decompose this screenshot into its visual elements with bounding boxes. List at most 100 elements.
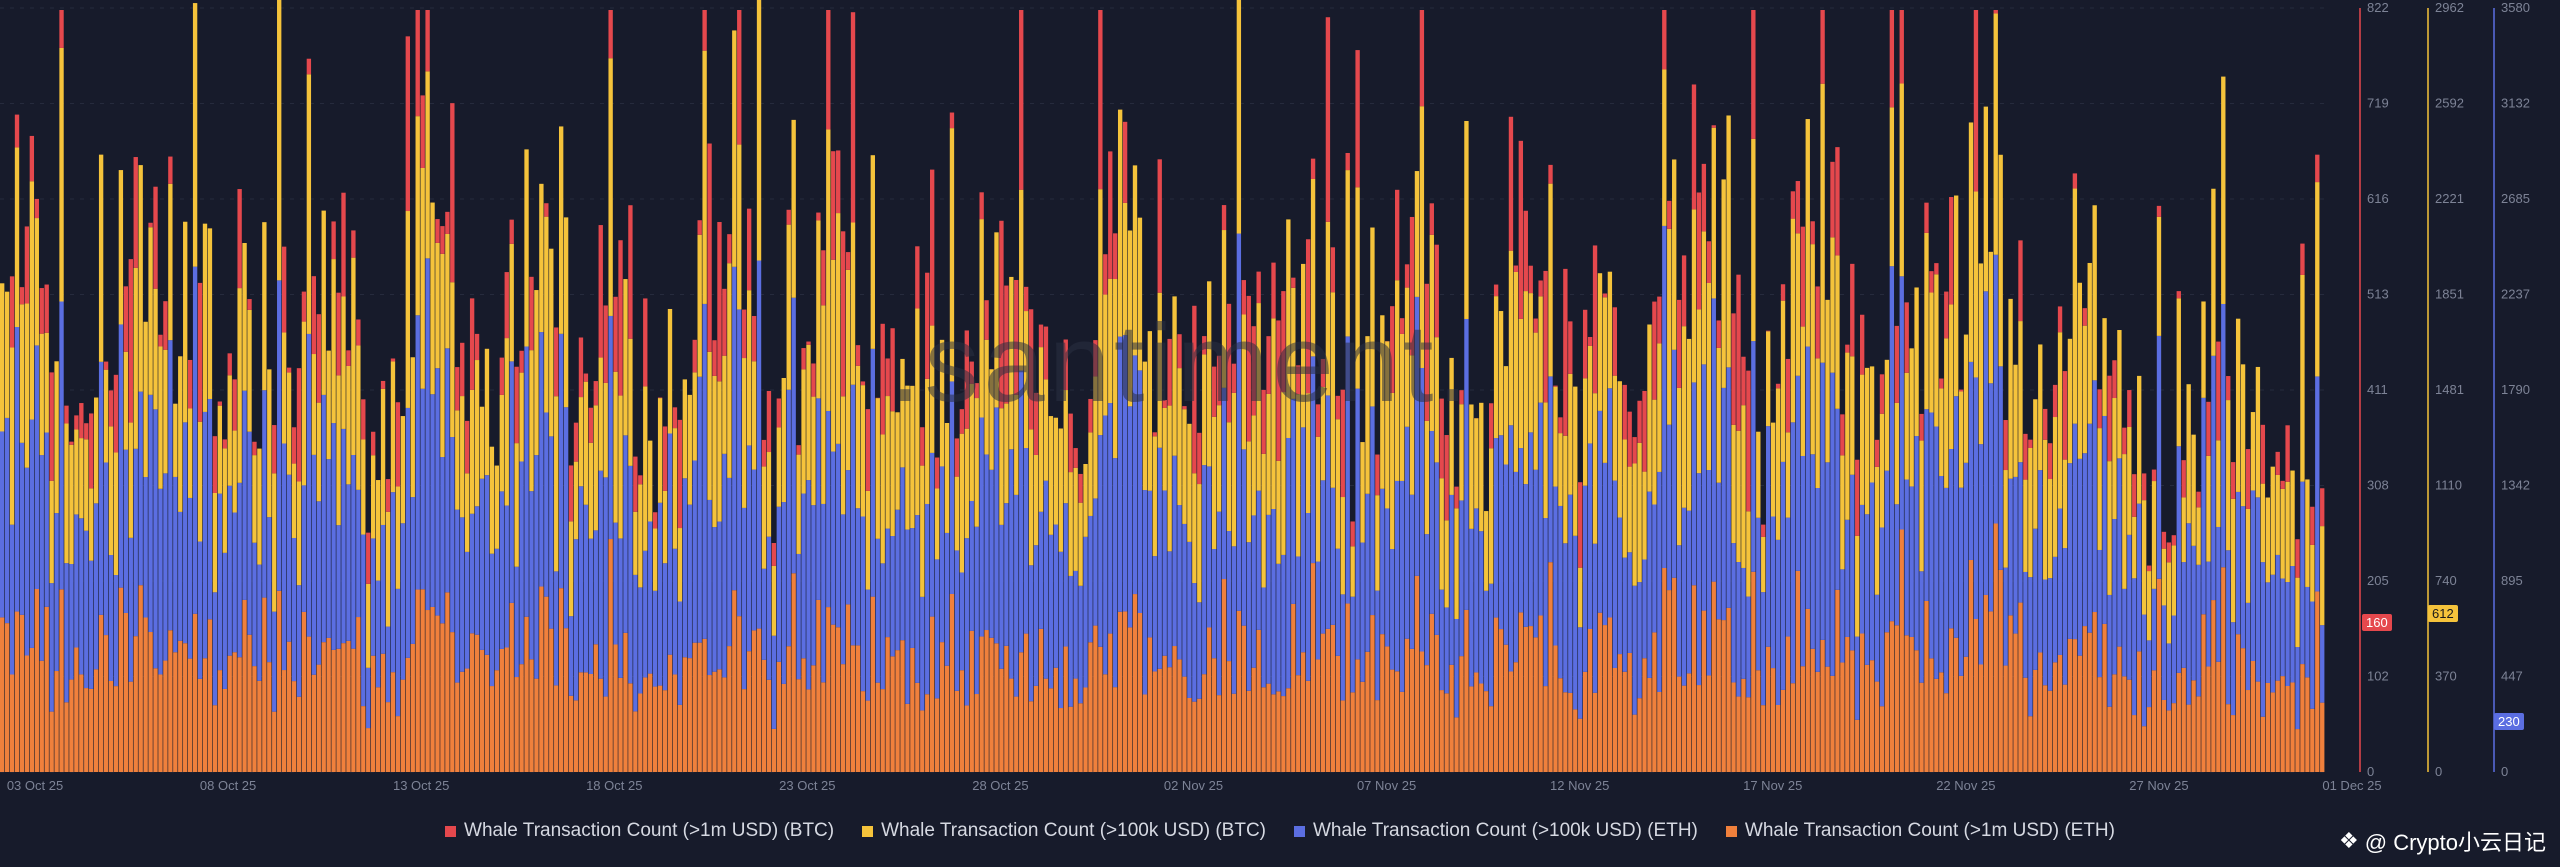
bar-segment <box>232 379 237 431</box>
bar-segment <box>168 630 173 772</box>
bar-segment <box>1004 285 1009 404</box>
legend-item-eth-1m[interactable]: Whale Transaction Count (>1m USD) (ETH) <box>1725 820 2115 842</box>
bar-segment <box>2275 680 2280 772</box>
bar-segment <box>158 346 163 489</box>
bar-segment <box>2206 401 2211 456</box>
bar-segment <box>2122 588 2127 677</box>
bar-segment <box>910 647 915 772</box>
bar-segment <box>1785 358 1791 433</box>
bar-segment <box>1553 645 1558 772</box>
bar-segment <box>1662 225 1667 568</box>
bar-segment <box>657 398 663 503</box>
bar-segment <box>93 503 99 670</box>
bar-segment <box>712 527 717 672</box>
bar-segment <box>1014 696 1019 772</box>
bar-segment <box>207 228 213 399</box>
bar-segment <box>1439 478 1444 590</box>
bar-segment <box>1914 650 1919 772</box>
bar-segment <box>1904 635 1909 772</box>
bar-segment <box>667 433 673 655</box>
bar-segment <box>1147 490 1153 638</box>
bar-segment <box>2023 571 2028 678</box>
bar-segment <box>608 58 613 316</box>
bar-segment <box>1231 392 1237 547</box>
bar-segment <box>479 649 485 772</box>
bar-segment <box>1662 10 1667 70</box>
bar-segment <box>969 630 974 772</box>
bar-segment <box>885 396 890 529</box>
bar-segment <box>1093 498 1098 626</box>
bar-segment <box>1142 490 1148 695</box>
bar-segment <box>385 702 391 772</box>
bar-segment <box>1622 384 1627 440</box>
bar-segment <box>1009 276 1014 450</box>
bar-segment <box>465 473 470 552</box>
bar-segment <box>2191 545 2196 681</box>
bar-segment <box>257 680 262 772</box>
bar-segment <box>281 332 287 444</box>
bar-segment <box>1261 389 1266 454</box>
bar-segment <box>1370 615 1375 772</box>
bar-segment <box>558 333 564 589</box>
bar-segment <box>1795 570 1801 772</box>
bar-segment <box>1553 385 1558 387</box>
bar-segment <box>2245 449 2251 509</box>
bar-segment <box>1395 671 1400 772</box>
bar-segment <box>2255 497 2261 682</box>
bar-segment <box>850 222 856 385</box>
bar-segment <box>1301 427 1306 653</box>
bar-segment <box>1647 324 1652 492</box>
bar-segment <box>1241 625 1246 772</box>
bar-segment <box>44 432 49 607</box>
bar-segment <box>915 308 920 516</box>
bar-segment <box>1973 619 1979 772</box>
x-tick-label: 01 Dec 25 <box>2322 778 2381 793</box>
bar-segment <box>34 345 39 589</box>
bar-segment <box>197 282 203 422</box>
bar-segment <box>742 358 747 508</box>
bar-segment <box>801 658 806 772</box>
bar-segment <box>2003 665 2008 772</box>
legend: Whale Transaction Count (>1m USD) (BTC) … <box>0 820 2560 842</box>
bar-segment <box>445 211 450 234</box>
legend-item-btc-1m[interactable]: Whale Transaction Count (>1m USD) (BTC) <box>445 820 834 842</box>
bar-segment <box>197 678 203 772</box>
bar-segment <box>375 687 381 772</box>
bar-segment <box>1587 443 1593 629</box>
bar-segment <box>1063 339 1068 391</box>
bar-segment <box>1558 678 1563 772</box>
bar-segment <box>1271 509 1276 695</box>
bar-segment <box>1543 518 1548 687</box>
legend-item-eth-100k[interactable]: Whale Transaction Count (>100k USD) (ETH… <box>1294 820 1698 842</box>
bar-segment <box>212 592 218 706</box>
bar-segment <box>2245 508 2251 603</box>
bar-segment <box>791 573 796 772</box>
bar-segment <box>885 528 890 638</box>
bar-segment <box>415 315 420 590</box>
bar-segment <box>638 475 643 485</box>
bar-segment <box>1058 428 1063 552</box>
bar-segment <box>964 538 969 706</box>
bar-segment <box>2062 684 2068 772</box>
bar-segment <box>2062 459 2068 549</box>
y-tick-label: 616 <box>2367 191 2389 206</box>
bar-segment <box>93 397 99 504</box>
bar-segment <box>1335 395 1340 420</box>
bar-segment <box>98 154 104 362</box>
bar-segment <box>143 477 148 618</box>
bar-segment <box>1023 311 1029 449</box>
bar-segment <box>1637 582 1642 699</box>
bar-segment <box>786 646 791 772</box>
legend-item-btc-100k[interactable]: Whale Transaction Count (>100k USD) (BTC… <box>862 820 1266 842</box>
bar-segment <box>1068 706 1073 772</box>
bar-segment <box>1315 561 1321 660</box>
bar-segment <box>845 269 851 471</box>
bar-segment <box>623 279 628 436</box>
bar-segment <box>504 272 509 339</box>
bar-segment <box>826 129 831 411</box>
bar-segment <box>1963 656 1969 772</box>
bar-segment <box>133 267 138 449</box>
bar-segment <box>1345 603 1350 772</box>
bar-segment <box>2186 523 2191 705</box>
bar-segment <box>1874 594 1880 682</box>
